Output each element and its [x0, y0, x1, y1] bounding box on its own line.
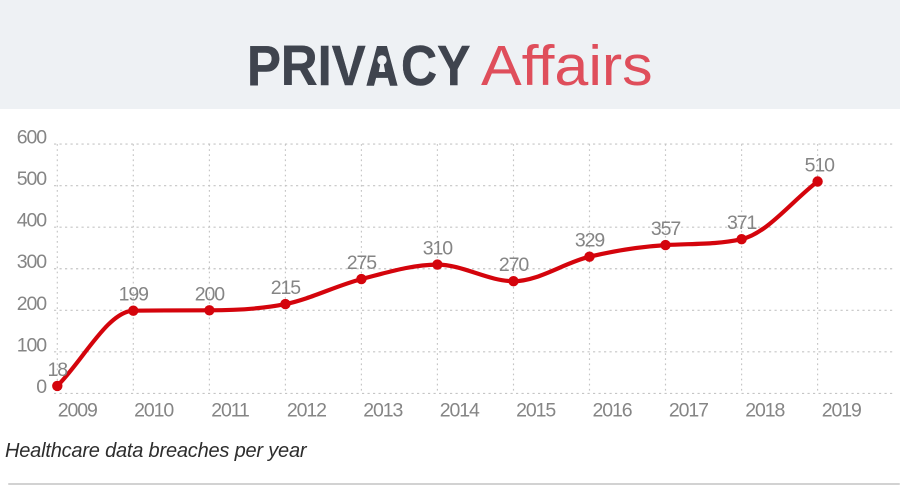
svg-text:2014: 2014 — [440, 399, 480, 421]
svg-text:510: 510 — [805, 155, 835, 177]
svg-text:2018: 2018 — [745, 399, 784, 421]
svg-text:600: 600 — [17, 127, 47, 149]
svg-text:2011: 2011 — [211, 399, 249, 421]
svg-text:300: 300 — [17, 251, 47, 273]
svg-text:329: 329 — [575, 230, 604, 252]
svg-text:400: 400 — [17, 210, 47, 232]
svg-text:100: 100 — [17, 334, 47, 356]
svg-text:2009: 2009 — [58, 399, 97, 421]
svg-text:2017: 2017 — [669, 399, 708, 421]
svg-text:2019: 2019 — [822, 399, 861, 421]
svg-text:0: 0 — [36, 376, 47, 398]
svg-text:310: 310 — [423, 238, 453, 260]
svg-text:371: 371 — [727, 212, 756, 234]
svg-text:357: 357 — [651, 218, 680, 240]
svg-text:18: 18 — [48, 359, 68, 381]
svg-text:199: 199 — [119, 284, 148, 306]
svg-text:215: 215 — [271, 277, 301, 299]
svg-text:200: 200 — [195, 283, 225, 305]
svg-text:270: 270 — [499, 254, 529, 276]
svg-text:2013: 2013 — [363, 399, 402, 421]
svg-text:2012: 2012 — [287, 399, 326, 421]
svg-text:500: 500 — [17, 168, 47, 190]
svg-text:2016: 2016 — [593, 399, 632, 421]
svg-text:2015: 2015 — [516, 399, 556, 421]
svg-text:200: 200 — [17, 293, 47, 315]
svg-text:2010: 2010 — [134, 399, 174, 421]
svg-text:275: 275 — [347, 252, 377, 274]
